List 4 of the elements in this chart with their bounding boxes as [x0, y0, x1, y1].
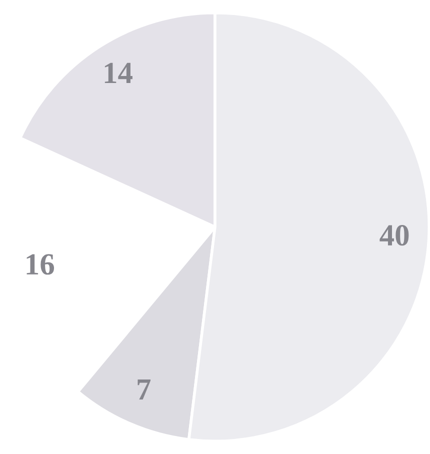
data-label: 14 — [104, 62, 132, 84]
data-label: 40 — [380, 225, 409, 246]
data-label: 7 — [138, 379, 151, 400]
data-label: 16 — [26, 254, 54, 275]
